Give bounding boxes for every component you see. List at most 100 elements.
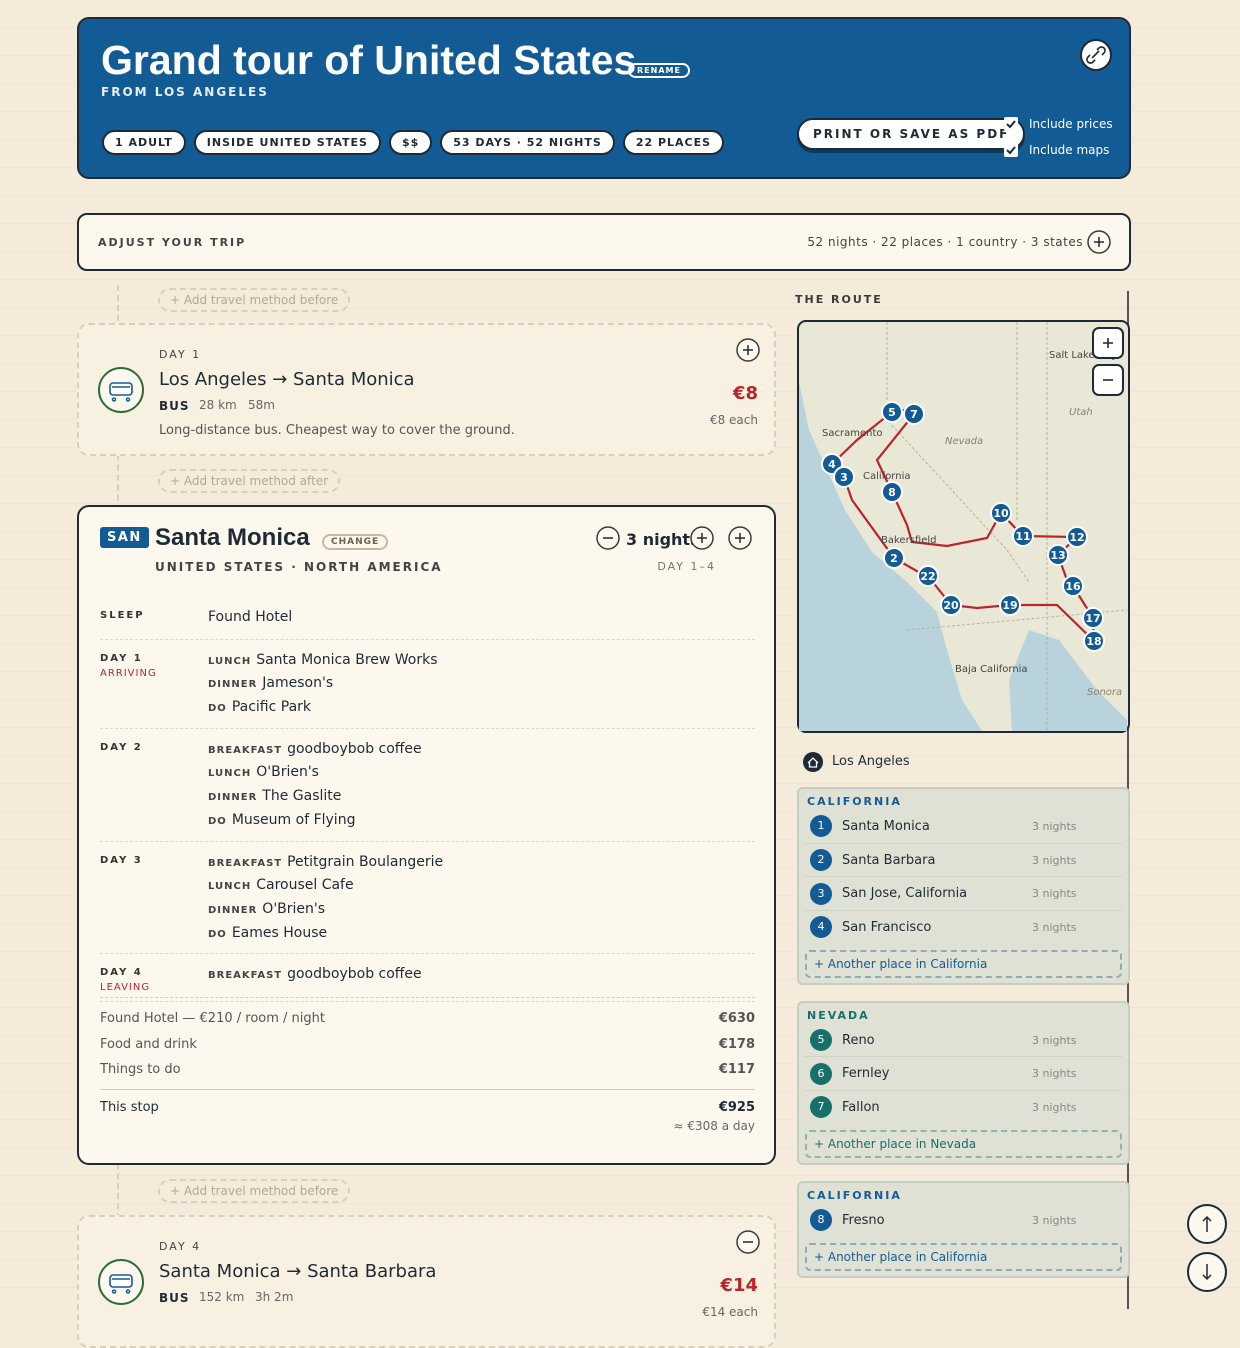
place-row[interactable]: 2 Santa Barbara 3 nights (805, 844, 1122, 878)
place-nights: 3 nights (1032, 887, 1077, 901)
state-borders (886, 322, 1128, 732)
bus-icon (98, 367, 144, 413)
day-items: Found Hotel (208, 606, 292, 630)
itinerary-item: DO Pacific Park (208, 696, 438, 720)
plus-button[interactable] (735, 337, 761, 363)
map-marker (881, 481, 903, 503)
itinerary-item: LUNCH O'Brien's (208, 761, 422, 785)
item-kind: DO (208, 703, 227, 715)
print-button[interactable]: PRINT OR SAVE AS PDF (797, 118, 1026, 150)
leg-price: €8 (732, 383, 758, 404)
scroll-buttons[interactable] (1186, 1203, 1228, 1293)
itinerary-item: DO Museum of Flying (208, 809, 422, 833)
home-icon (803, 752, 823, 772)
icon-detail (111, 386, 131, 402)
marker-number: 17 (1085, 612, 1100, 625)
filter-chip[interactable]: $$ (388, 130, 433, 155)
plus-button[interactable] (727, 525, 753, 551)
item-kind: DINNER (208, 904, 258, 916)
item-kind: LUNCH (208, 655, 252, 667)
itinerary-day: DAY 3 BREAKFAST Petitgrain Boulangerie LUNC… (100, 842, 755, 955)
plus-button[interactable] (689, 525, 715, 551)
add-travel-button[interactable]: + Add travel method before (158, 288, 351, 312)
item-kind: LUNCH (208, 881, 252, 893)
marker-number: 4 (828, 458, 836, 471)
adjust-bar[interactable]: ADJUST YOUR TRIP 52 nights · 22 places ·… (77, 213, 1131, 271)
place-row[interactable]: 4 San Francisco 3 nights (805, 911, 1122, 944)
button-icon (697, 533, 707, 543)
add-place-button[interactable]: + Another place in Nevada (805, 1129, 1122, 1158)
map-label: Sacramento (822, 428, 882, 439)
filter-chip[interactable]: 22 PLACES (622, 130, 725, 155)
place-name: Reno (842, 1032, 875, 1048)
minus-button[interactable] (735, 1229, 761, 1255)
cost-row: Food and drink €178 (100, 1032, 755, 1058)
add-travel-button[interactable]: + Add travel method before (158, 1179, 351, 1203)
leg-duration: 58m (248, 398, 275, 412)
place-row[interactable]: 1 Santa Monica 3 nights (805, 810, 1122, 844)
link-button[interactable] (1079, 38, 1113, 72)
place-row[interactable]: 7 Fallon 3 nights (805, 1091, 1122, 1124)
rename-button[interactable]: RENAME (628, 63, 690, 78)
option-row[interactable]: Include maps (1003, 137, 1113, 163)
zoom-icon (1103, 338, 1113, 348)
place-nights: 3 nights (1032, 853, 1077, 867)
options: Include prices Include maps (1003, 111, 1113, 163)
place-name: Fernley (842, 1066, 890, 1082)
zoom-out-button[interactable] (1092, 364, 1124, 396)
place-row[interactable]: 5 Reno 3 nights (805, 1024, 1122, 1058)
map-label: Nevada (945, 436, 983, 447)
day-label: DAY 2 (100, 741, 143, 753)
checkbox[interactable] (1003, 116, 1019, 132)
itinerary-item: DINNER O'Brien's (208, 898, 443, 922)
checkmark (1006, 146, 1016, 155)
place-row[interactable]: 6 Fernley 3 nights (805, 1057, 1122, 1092)
itinerary-item: Found Hotel (208, 606, 292, 630)
add-place-button[interactable]: + Another place in California (805, 1242, 1122, 1271)
leg-price-each: €14 each (702, 1305, 758, 1319)
checkbox-box (1004, 117, 1018, 131)
total-row-label: This stop (100, 1099, 159, 1115)
item-name: The Gaslite (262, 788, 342, 805)
change-button[interactable]: CHANGE (322, 534, 389, 550)
leg-duration: 3h 2m (255, 1290, 294, 1304)
place-row[interactable]: 3 San Jose, California 3 nights (805, 877, 1122, 912)
region-name: NEVADA (807, 1008, 870, 1022)
filter-chip[interactable]: INSIDE UNITED STATES (193, 130, 381, 155)
filter-chip[interactable]: 1 ADULT (102, 130, 186, 155)
checkmark (1006, 120, 1016, 129)
route-title: THE ROUTE (795, 293, 883, 306)
item-name: Museum of Flying (231, 811, 356, 828)
checkbox[interactable] (1003, 142, 1019, 158)
leg-distance: 152 km (199, 1290, 245, 1304)
cost-summary: Found Hotel — €210 / room / night €630 Foo… (100, 997, 755, 1133)
marker-number: 12 (1069, 531, 1084, 544)
map-marker (917, 565, 939, 587)
route-map[interactable]: Salt Lake City Utah Sacramento Nevada Califo… (797, 320, 1130, 733)
cost-row-label: Found Hotel — €210 / room / night (100, 1011, 325, 1026)
chip-row: 1 ADULT INSIDE UNITED STATES $$ 53 DAYS · 5… (102, 130, 732, 155)
plus-button[interactable] (1086, 229, 1112, 255)
cost-row-amount: €630 (718, 1011, 755, 1026)
region-name: CALIFORNIA (807, 1188, 902, 1202)
add-travel-button[interactable]: + Add travel method after (158, 469, 341, 493)
minus-button[interactable] (595, 525, 621, 551)
bus-icon (98, 1259, 144, 1305)
leg-day: DAY 4 (159, 1240, 202, 1253)
cost-row: Things to do €117 (100, 1057, 755, 1083)
place-number: 3 (810, 882, 832, 905)
itinerary-item: LUNCH Carousel Cafe (208, 874, 443, 898)
place-groups: CALIFORNIA 1 Santa Monica 3 nights 2 Santa Ba… (797, 787, 1130, 1294)
item-kind: BREAKFAST (208, 744, 283, 756)
zoom-in-button[interactable] (1092, 327, 1124, 359)
day-label: DAY 3 (100, 854, 143, 866)
day-label: DAY 1 (100, 652, 143, 664)
item-name: goodboybob coffee (287, 740, 422, 757)
add-place-button[interactable]: + Another place in California (805, 949, 1122, 978)
filter-chip[interactable]: 53 DAYS · 52 NIGHTS (440, 130, 615, 155)
option-row[interactable]: Include prices (1003, 111, 1113, 137)
cost-row: Found Hotel — €210 / room / night €630 (100, 1006, 755, 1032)
map-marker (1012, 525, 1034, 547)
place-row[interactable]: 8 Fresno 3 nights (805, 1204, 1122, 1237)
